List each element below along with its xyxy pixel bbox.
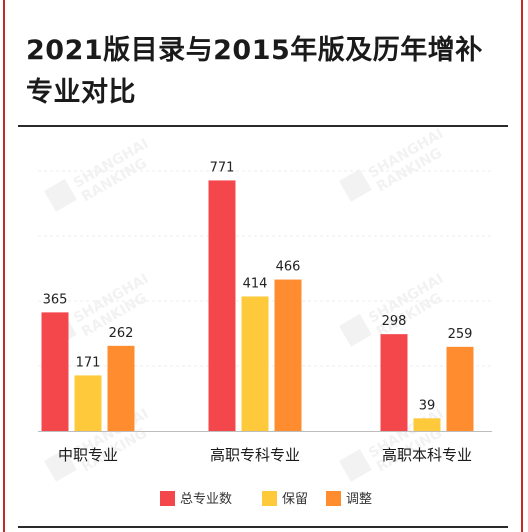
watermark-mark xyxy=(44,448,77,482)
legend-item: 总专业数 xyxy=(160,491,232,507)
data-label: 259 xyxy=(448,327,473,342)
bottom-divider xyxy=(18,526,508,528)
bar xyxy=(241,296,269,431)
data-label: 414 xyxy=(243,276,268,291)
bar xyxy=(380,334,408,431)
bar xyxy=(274,279,302,431)
watermark-mark xyxy=(339,168,372,202)
legend-label: 保留 xyxy=(282,492,308,507)
data-label: 771 xyxy=(210,160,235,175)
x-tick-labels: 中职专业 高职专科专业 高职本科专业 xyxy=(58,446,472,464)
x-tick-label: 中职专业 xyxy=(58,446,118,464)
data-label: 466 xyxy=(276,260,301,275)
legend-label: 总专业数 xyxy=(180,492,232,507)
data-label: 365 xyxy=(43,292,68,307)
title-divider xyxy=(18,125,508,127)
data-label: 39 xyxy=(419,398,436,413)
legend-swatch xyxy=(160,491,175,506)
gridlines xyxy=(38,170,492,367)
legend-label: 调整 xyxy=(346,492,372,507)
watermark-mark xyxy=(44,178,77,212)
legend-item: 调整 xyxy=(326,491,372,507)
bar xyxy=(208,180,236,431)
chart-title: 2021版目录与2015年版及历年增补专业对比 xyxy=(26,35,483,108)
watermark-mark xyxy=(339,448,372,482)
legend-item: 保留 xyxy=(262,491,308,507)
data-label: 262 xyxy=(109,326,134,341)
data-labels: 365 171 262 771 414 466 298 39 259 xyxy=(43,160,473,413)
bar xyxy=(107,345,135,431)
bar xyxy=(446,346,474,431)
legend-swatch xyxy=(262,491,277,506)
legend: 总专业数 保留 调整 xyxy=(160,491,372,507)
bar xyxy=(413,418,441,431)
chart-frame xyxy=(3,0,523,532)
bar xyxy=(41,312,69,431)
watermark-mark xyxy=(339,313,372,347)
bars xyxy=(41,180,474,431)
data-label: 171 xyxy=(76,355,101,370)
legend-swatch xyxy=(326,491,341,506)
bar xyxy=(74,375,102,431)
x-tick-label: 高职本科专业 xyxy=(382,446,472,464)
x-tick-label: 高职专科专业 xyxy=(210,446,300,464)
data-label: 298 xyxy=(382,314,407,329)
